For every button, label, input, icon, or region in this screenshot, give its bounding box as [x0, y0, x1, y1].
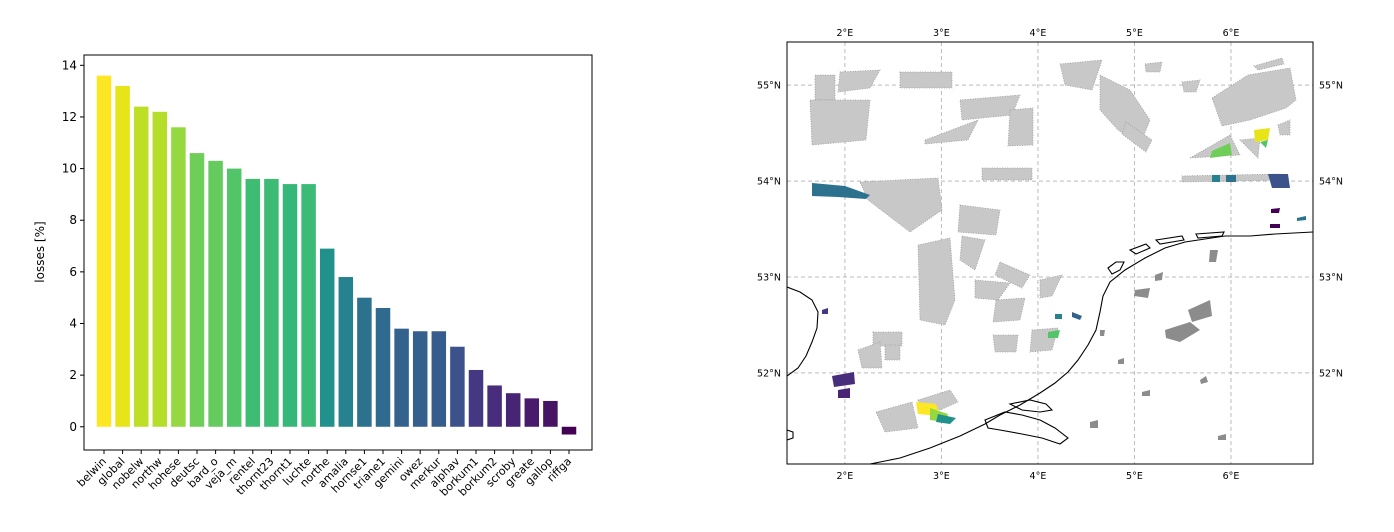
- bar-riffga: [561, 426, 577, 435]
- map-y-tick-left: 52°N: [757, 368, 781, 379]
- bar-amalia: [338, 277, 354, 427]
- y-tick-label: 2: [69, 368, 77, 382]
- y-tick-label: 6: [69, 265, 77, 279]
- bar-veja_m: [226, 168, 242, 427]
- bar-scroby: [505, 393, 521, 427]
- bar-layer: [96, 75, 577, 435]
- map-y-tick-left: 54°N: [757, 177, 781, 188]
- y-axis-label: losses [%]: [33, 221, 47, 282]
- bar-merkur: [431, 331, 447, 427]
- bar-gemini: [394, 328, 409, 427]
- wind-farm-areas: [809, 57, 1297, 433]
- bar-borkum2: [487, 385, 502, 427]
- bar-triane1: [375, 308, 391, 427]
- england-coast: [787, 286, 819, 377]
- wind-farm-colored: [812, 128, 1306, 424]
- map-x-tick-top: 2°E: [837, 28, 854, 39]
- bar-hornse1: [357, 297, 372, 427]
- bar-thornt23: [264, 178, 279, 427]
- vlieland: [1128, 243, 1151, 255]
- map-y-tick-left: 55°N: [757, 81, 781, 92]
- bar-rentel: [245, 178, 261, 427]
- y-tick-label: 12: [62, 110, 77, 124]
- land-areas-grey: [1090, 250, 1226, 440]
- terschelling: [1154, 235, 1185, 245]
- bar-luchte: [301, 184, 316, 427]
- map-y-tick-right: 55°N: [1319, 81, 1343, 92]
- delta-island: [1008, 399, 1054, 413]
- edge-coast: [787, 429, 794, 441]
- map-x-tick-bottom: 3°E: [933, 471, 950, 482]
- map-y-tick-left: 53°N: [757, 272, 781, 283]
- bar-belwin: [96, 75, 112, 427]
- y-tick-label: 14: [62, 58, 77, 72]
- bar-northw: [152, 111, 168, 427]
- map-x-tick-bottom: 6°E: [1223, 471, 1240, 482]
- map-y-tick-right: 52°N: [1319, 368, 1343, 379]
- bar-nobelw: [133, 106, 149, 427]
- map-x-tick-top: 4°E: [1030, 28, 1047, 39]
- map-x-tick-top: 6°E: [1223, 28, 1240, 39]
- y-tick-label: 8: [69, 213, 77, 227]
- y-tick-label: 10: [62, 162, 77, 176]
- map-x-tick-top: 3°E: [933, 28, 950, 39]
- bar-gallop: [543, 400, 558, 427]
- map-y-tick-right: 53°N: [1319, 272, 1343, 283]
- map-x-tick-bottom: 5°E: [1126, 471, 1143, 482]
- bar-owez: [412, 331, 428, 427]
- bar-bard_o: [208, 160, 223, 427]
- bar-deutsc: [189, 153, 205, 427]
- plot-frame: [83, 54, 593, 451]
- ameland: [1195, 231, 1225, 239]
- map-x-tick-top: 5°E: [1126, 28, 1143, 39]
- y-axis-ticks: 0 2 4 6 8 10 12 14: [62, 58, 84, 434]
- continent-coast: [869, 231, 1313, 464]
- bar-global: [115, 85, 130, 427]
- y-tick-label: 0: [69, 420, 77, 434]
- y-tick-label: 4: [69, 316, 77, 330]
- bar-northe: [319, 248, 335, 427]
- texel: [1107, 261, 1125, 275]
- map-frame: [786, 41, 1314, 465]
- bar-hohese: [171, 127, 186, 427]
- bar-greate: [524, 398, 540, 427]
- bar-borkum1: [468, 369, 484, 427]
- map-tick-labels: 2°E 2°E 3°E 3°E 4°E 4°E 5°E 5°E 6°E 6°E 55°N 55°N 54…: [757, 28, 1343, 482]
- map-y-tick-right: 54°N: [1319, 177, 1343, 188]
- map-x-tick-bottom: 2°E: [837, 471, 854, 482]
- zeeland-delta: [984, 411, 1069, 445]
- bar-thornt1: [282, 184, 298, 427]
- bar-alphav: [450, 346, 465, 427]
- coastline: [787, 231, 1313, 464]
- map-x-tick-bottom: 4°E: [1030, 471, 1047, 482]
